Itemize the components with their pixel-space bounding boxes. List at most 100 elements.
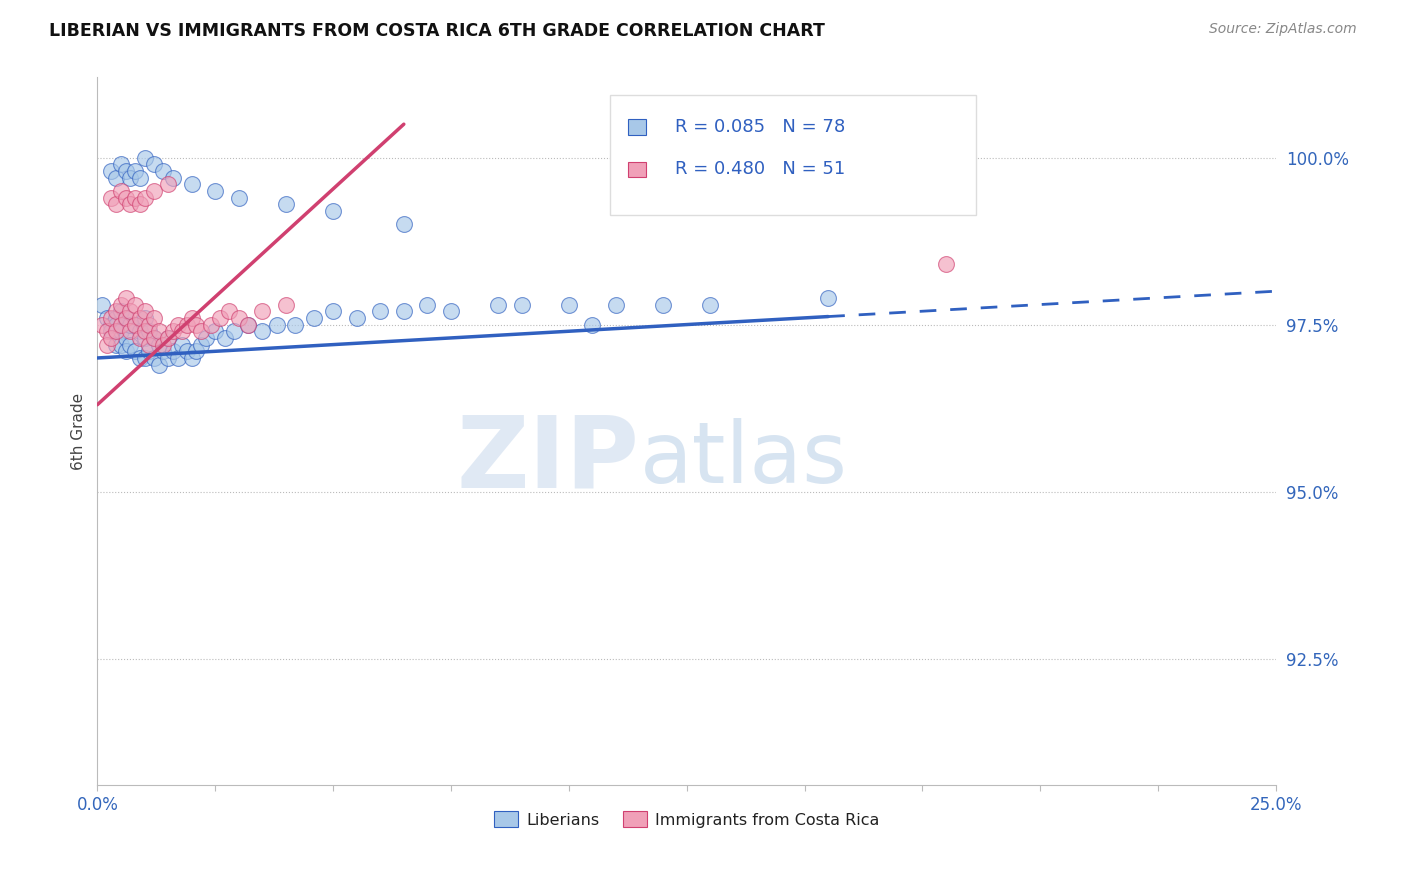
Point	[817, 291, 839, 305]
Point	[110, 318, 132, 332]
Point	[252, 324, 274, 338]
Point	[105, 197, 128, 211]
Point	[138, 324, 160, 338]
Point	[124, 191, 146, 205]
Point	[605, 297, 627, 311]
Point	[96, 337, 118, 351]
Point	[266, 318, 288, 332]
Point	[134, 151, 156, 165]
Point	[152, 164, 174, 178]
Point	[100, 324, 122, 338]
Point	[114, 310, 136, 325]
Point	[100, 310, 122, 325]
Point	[105, 170, 128, 185]
Point	[110, 297, 132, 311]
Point	[218, 304, 240, 318]
Point	[157, 331, 180, 345]
Point	[186, 318, 208, 332]
Point	[114, 164, 136, 178]
Point	[935, 257, 957, 271]
Point	[105, 310, 128, 325]
Point	[157, 331, 180, 345]
Point	[157, 178, 180, 192]
Point	[134, 191, 156, 205]
Point	[166, 318, 188, 332]
Point	[120, 197, 142, 211]
Point	[284, 318, 307, 332]
Point	[652, 297, 675, 311]
Point	[162, 170, 184, 185]
Point	[228, 310, 250, 325]
Point	[238, 318, 260, 332]
Point	[176, 344, 198, 359]
Point	[124, 297, 146, 311]
Point	[100, 191, 122, 205]
Point	[142, 310, 165, 325]
Point	[110, 184, 132, 198]
Point	[110, 324, 132, 338]
Point	[128, 197, 150, 211]
Point	[172, 324, 194, 338]
Point	[416, 297, 439, 311]
Point	[110, 304, 132, 318]
Point	[172, 337, 194, 351]
Point	[96, 324, 118, 338]
Point	[194, 331, 217, 345]
Point	[134, 310, 156, 325]
Point	[114, 191, 136, 205]
Point	[114, 310, 136, 325]
Point	[180, 178, 202, 192]
Point	[128, 324, 150, 338]
Point	[105, 337, 128, 351]
FancyBboxPatch shape	[610, 95, 976, 216]
Point	[274, 297, 297, 311]
Point	[120, 337, 142, 351]
Point	[134, 351, 156, 365]
Point	[322, 304, 344, 318]
FancyBboxPatch shape	[628, 120, 645, 135]
Point	[148, 337, 170, 351]
Point	[134, 324, 156, 338]
Point	[110, 157, 132, 171]
Point	[138, 318, 160, 332]
Point	[208, 310, 231, 325]
Text: atlas: atlas	[640, 418, 848, 501]
Point	[105, 304, 128, 318]
Point	[180, 310, 202, 325]
Point	[96, 310, 118, 325]
FancyBboxPatch shape	[628, 161, 645, 178]
Point	[142, 331, 165, 345]
Point	[152, 344, 174, 359]
Text: R = 0.085   N = 78: R = 0.085 N = 78	[675, 118, 845, 136]
Point	[204, 324, 226, 338]
Point	[190, 337, 212, 351]
Point	[510, 297, 533, 311]
Point	[166, 351, 188, 365]
Point	[120, 170, 142, 185]
Point	[699, 297, 721, 311]
Point	[157, 351, 180, 365]
Point	[162, 324, 184, 338]
Point	[214, 331, 236, 345]
Point	[252, 304, 274, 318]
Point	[128, 331, 150, 345]
Point	[274, 197, 297, 211]
Point	[120, 304, 142, 318]
Point	[124, 344, 146, 359]
Point	[152, 337, 174, 351]
Point	[228, 191, 250, 205]
Text: ZIP: ZIP	[457, 411, 640, 508]
Point	[148, 358, 170, 372]
Point	[100, 164, 122, 178]
Point	[368, 304, 391, 318]
Point	[142, 331, 165, 345]
Point	[204, 184, 226, 198]
Point	[134, 331, 156, 345]
Legend: Liberians, Immigrants from Costa Rica: Liberians, Immigrants from Costa Rica	[488, 805, 886, 834]
Point	[110, 337, 132, 351]
Point	[114, 331, 136, 345]
Point	[162, 344, 184, 359]
Point	[124, 318, 146, 332]
Point	[238, 318, 260, 332]
Point	[100, 318, 122, 332]
